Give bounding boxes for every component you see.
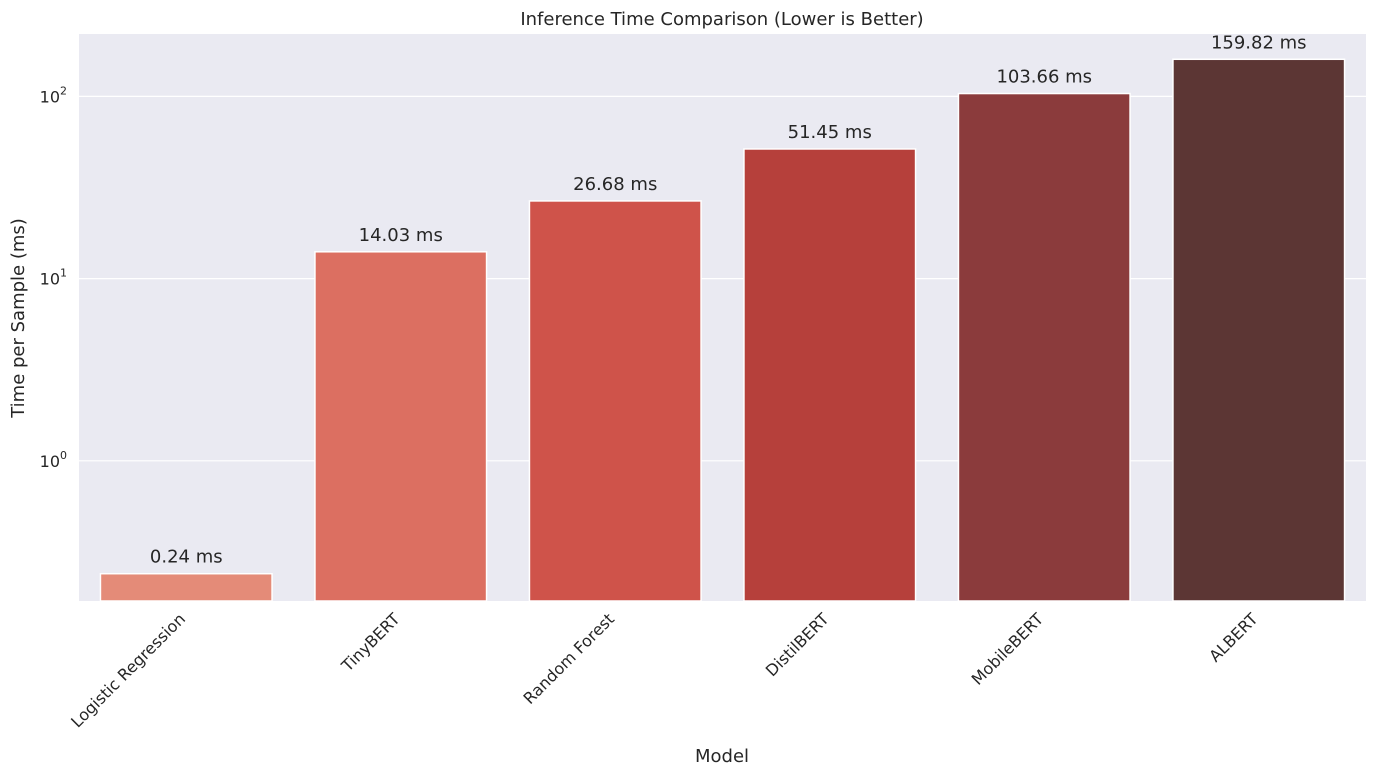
bar bbox=[528, 200, 702, 602]
bar bbox=[314, 251, 488, 602]
y-axis-label: Time per Sample (ms) bbox=[8, 218, 29, 419]
bar bbox=[743, 148, 917, 602]
x-axis-label: Model bbox=[695, 746, 749, 767]
bar bbox=[1172, 58, 1346, 602]
bar-labels: 0.24 ms 14.03 ms 26.68 ms 51.45 ms 103.66 ms… bbox=[150, 32, 1307, 567]
bar-value-label: 51.45 ms bbox=[788, 122, 872, 143]
plot-area bbox=[79, 34, 1366, 601]
y-tick-label: 100 bbox=[40, 449, 67, 471]
y-tick-label: 102 bbox=[40, 84, 67, 106]
bar-value-label: 103.66 ms bbox=[996, 67, 1092, 88]
grid-lines bbox=[79, 95, 1366, 462]
bars bbox=[99, 58, 1346, 602]
chart-title: Inference Time Comparison (Lower is Bett… bbox=[520, 9, 923, 30]
y-tick-labels: 100 101 102 bbox=[40, 84, 67, 470]
bar bbox=[99, 572, 273, 602]
bar-value-label: 159.82 ms bbox=[1211, 32, 1307, 53]
bar-value-label: 0.24 ms bbox=[150, 547, 223, 568]
bar-value-label: 14.03 ms bbox=[359, 225, 443, 246]
bar bbox=[957, 92, 1131, 602]
bar-value-label: 26.68 ms bbox=[573, 174, 657, 195]
y-tick-label: 101 bbox=[40, 267, 67, 289]
